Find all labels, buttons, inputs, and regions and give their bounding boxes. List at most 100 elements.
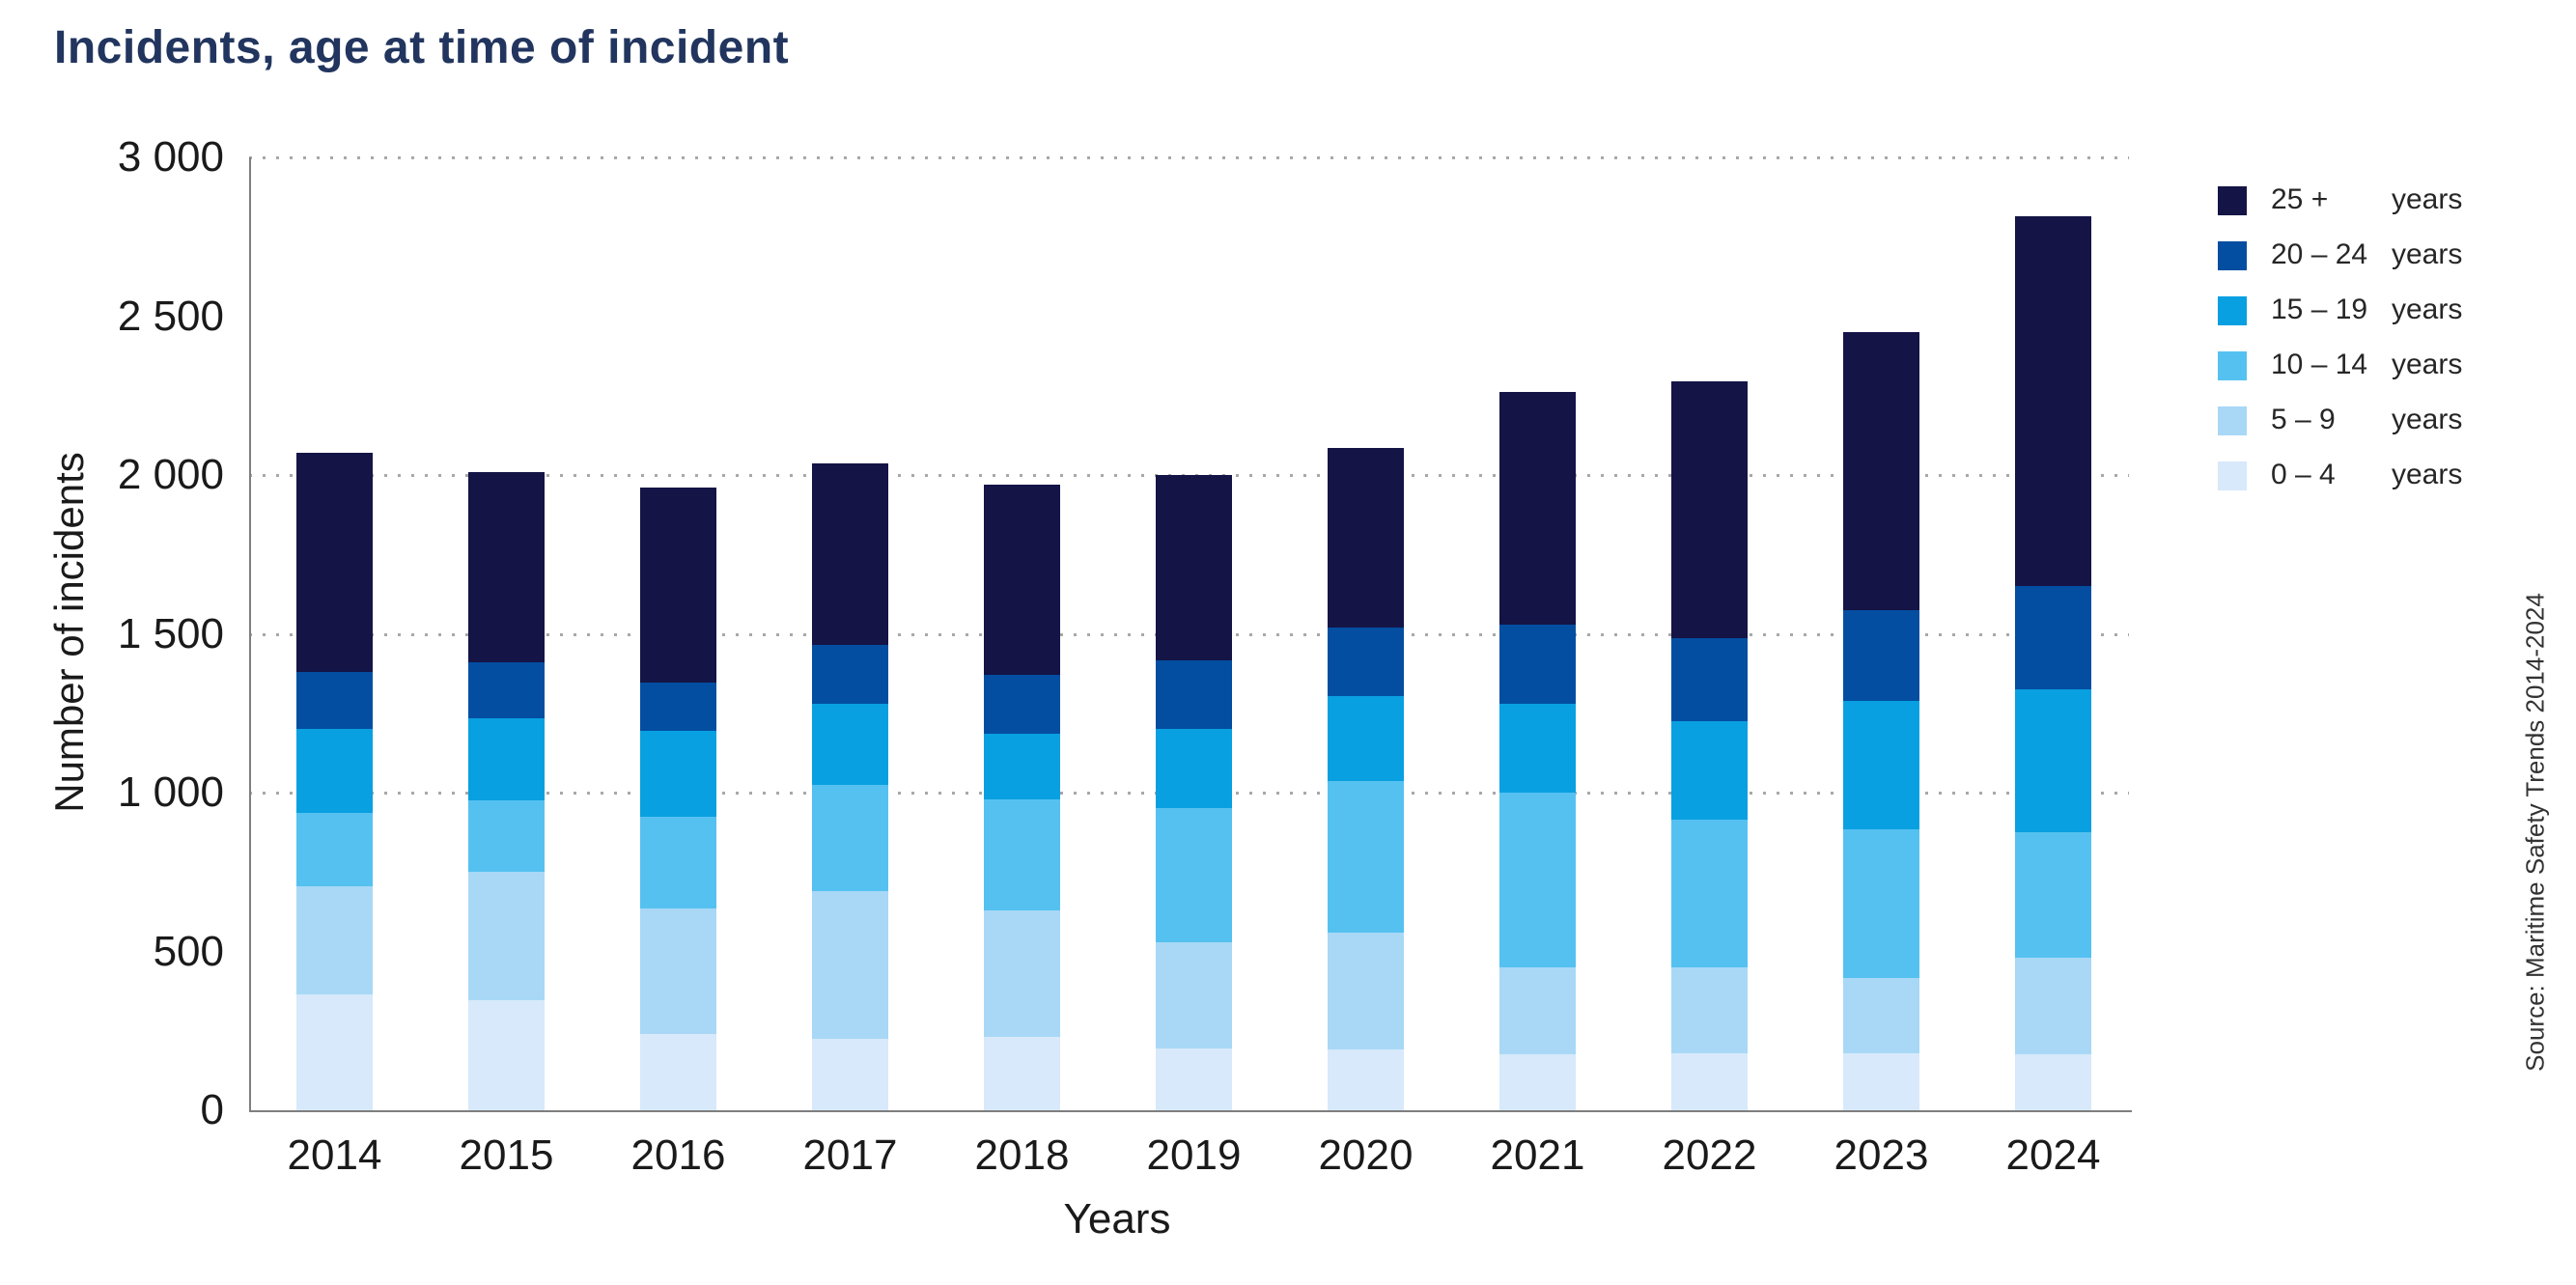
- y-tick-0: 0: [200, 1086, 224, 1133]
- x-tick-2023: 2023: [1834, 1131, 1929, 1179]
- bar-segment-2016-0-4-years: [640, 1034, 716, 1110]
- legend-swatch-0-4: [2218, 461, 2247, 490]
- bar-segment-2017-10-14-years: [812, 784, 888, 891]
- bar-segment-2015-0-4-years: [468, 1000, 545, 1110]
- y-axis-line: [249, 157, 251, 1112]
- bar-segment-2014-15-19-years: [296, 729, 373, 814]
- bar-segment-2024-10-14-years: [2015, 832, 2091, 959]
- legend-swatch-20-24: [2218, 241, 2247, 270]
- bar-segment-2015-20-24-years: [468, 662, 545, 718]
- legend-swatch-15-19: [2218, 296, 2247, 325]
- legend-swatch-25: [2218, 186, 2247, 215]
- bar-segment-2014-10-14-years: [296, 813, 373, 887]
- x-tick-2018: 2018: [974, 1131, 1070, 1179]
- bar-segment-2014-25-years: [296, 452, 373, 672]
- bar-segment-2021-10-14-years: [1499, 793, 1576, 967]
- x-axis-title: Years: [1063, 1195, 1171, 1243]
- bar-segment-2017-20-24-years: [812, 645, 888, 704]
- bar-segment-2020-5-9-years: [1328, 932, 1404, 1050]
- bar-segment-2018-5-9-years: [984, 909, 1060, 1038]
- bar-segment-2021-5-9-years: [1499, 966, 1576, 1055]
- bar-segment-2022-25-years: [1671, 380, 1748, 639]
- x-tick-2019: 2019: [1146, 1131, 1242, 1179]
- bar-segment-2023-5-9-years: [1843, 978, 1919, 1053]
- bar-segment-2022-0-4-years: [1671, 1052, 1748, 1110]
- bar-segment-2019-5-9-years: [1156, 941, 1232, 1048]
- y-tick-1500: 1 500: [117, 609, 224, 657]
- legend-unit-label: years: [2392, 238, 2463, 270]
- bar-segment-2018-25-years: [984, 484, 1060, 676]
- legend-range-label: 10 – 14: [2271, 349, 2368, 380]
- y-tick-2500: 2 500: [117, 292, 224, 340]
- bar-segment-2023-20-24-years: [1843, 609, 1919, 701]
- x-tick-2024: 2024: [2005, 1131, 2101, 1179]
- bar-segment-2016-25-years: [640, 488, 716, 684]
- x-tick-2015: 2015: [459, 1131, 554, 1179]
- chart-title: Incidents, age at time of incident: [54, 22, 790, 73]
- bar-segment-2019-20-24-years: [1156, 660, 1232, 730]
- bar-segment-2022-5-9-years: [1671, 966, 1748, 1053]
- bar-segment-2019-0-4-years: [1156, 1048, 1232, 1110]
- bar-segment-2022-10-14-years: [1671, 819, 1748, 967]
- legend-unit-label: years: [2392, 404, 2463, 435]
- bar-segment-2018-15-19-years: [984, 734, 1060, 799]
- bar-segment-2023-15-19-years: [1843, 700, 1919, 829]
- bar-segment-2014-0-4-years: [296, 993, 373, 1110]
- bar-segment-2021-20-24-years: [1499, 624, 1576, 704]
- bar-segment-2022-20-24-years: [1671, 638, 1748, 721]
- gridline-3000: [249, 156, 2129, 159]
- legend-range-label: 20 – 24: [2271, 238, 2368, 270]
- bar-segment-2014-20-24-years: [296, 671, 373, 730]
- x-axis-line: [249, 1110, 2132, 1112]
- x-tick-2021: 2021: [1490, 1131, 1585, 1179]
- bar-segment-2017-25-years: [812, 463, 888, 645]
- y-tick-2000: 2 000: [117, 451, 224, 498]
- legend-range-label: 25 +: [2271, 183, 2329, 215]
- bar-segment-2020-0-4-years: [1328, 1049, 1404, 1110]
- bar-segment-2021-15-19-years: [1499, 703, 1576, 793]
- bar-segment-2024-5-9-years: [2015, 958, 2091, 1055]
- bar-segment-2024-25-years: [2015, 215, 2091, 587]
- bar-segment-2018-20-24-years: [984, 675, 1060, 735]
- y-tick-3000: 3 000: [117, 133, 224, 181]
- bar-segment-2016-10-14-years: [640, 816, 716, 909]
- bar-segment-2018-0-4-years: [984, 1037, 1060, 1110]
- bar-segment-2024-20-24-years: [2015, 586, 2091, 690]
- legend-unit-label: years: [2392, 349, 2463, 380]
- x-tick-2016: 2016: [630, 1131, 726, 1179]
- legend-unit-label: years: [2392, 183, 2463, 215]
- bar-segment-2017-5-9-years: [812, 890, 888, 1039]
- bar-segment-2019-15-19-years: [1156, 729, 1232, 809]
- y-tick-1000: 1 000: [117, 768, 224, 816]
- legend-swatch-5-9: [2218, 406, 2247, 435]
- bar-segment-2023-0-4-years: [1843, 1052, 1919, 1110]
- legend-range-label: 0 – 4: [2271, 459, 2336, 490]
- bar-segment-2020-10-14-years: [1328, 781, 1404, 933]
- bar-segment-2016-20-24-years: [640, 683, 716, 731]
- legend-range-label: 15 – 19: [2271, 293, 2368, 325]
- y-tick-500: 500: [153, 927, 224, 975]
- bar-segment-2019-25-years: [1156, 475, 1232, 661]
- x-tick-2014: 2014: [287, 1131, 382, 1179]
- bar-segment-2017-0-4-years: [812, 1038, 888, 1110]
- bar-segment-2021-25-years: [1499, 392, 1576, 625]
- legend-swatch-10-14: [2218, 351, 2247, 380]
- bar-segment-2020-15-19-years: [1328, 695, 1404, 782]
- bar-segment-2024-15-19-years: [2015, 689, 2091, 833]
- bar-segment-2019-10-14-years: [1156, 808, 1232, 942]
- legend-unit-label: years: [2392, 293, 2463, 325]
- bar-segment-2023-25-years: [1843, 331, 1919, 610]
- bar-segment-2016-5-9-years: [640, 908, 716, 1035]
- bar-segment-2017-15-19-years: [812, 703, 888, 785]
- source-credit: Source: Maritime Safety Trends 2014-2024: [2520, 593, 2550, 1072]
- bar-segment-2022-15-19-years: [1671, 720, 1748, 820]
- bar-segment-2015-15-19-years: [468, 717, 545, 801]
- bar-segment-2015-10-14-years: [468, 800, 545, 873]
- bar-segment-2020-25-years: [1328, 448, 1404, 628]
- bar-segment-2018-10-14-years: [984, 798, 1060, 910]
- x-tick-2022: 2022: [1662, 1131, 1757, 1179]
- x-tick-2017: 2017: [802, 1131, 898, 1179]
- legend-range-label: 5 – 9: [2271, 404, 2336, 435]
- x-tick-2020: 2020: [1318, 1131, 1414, 1179]
